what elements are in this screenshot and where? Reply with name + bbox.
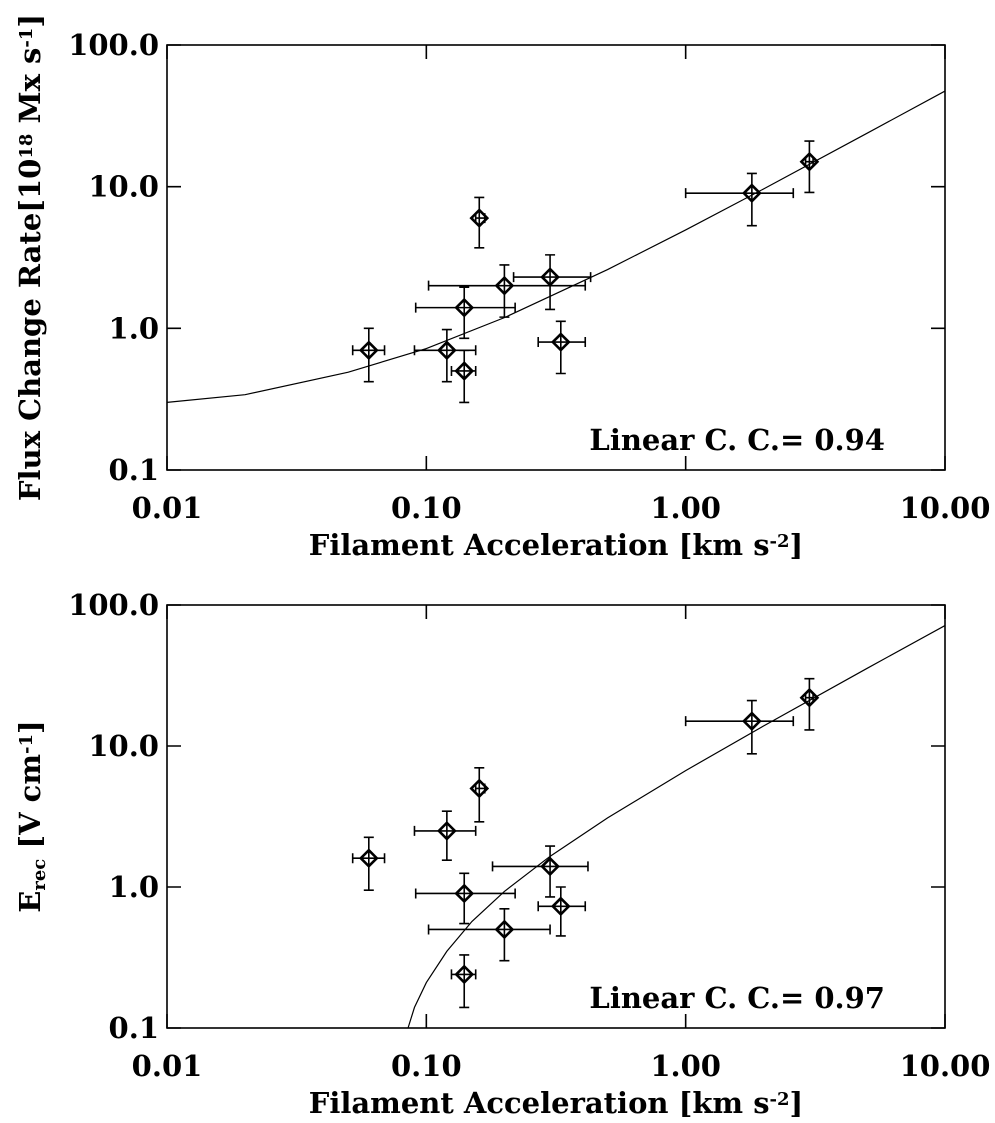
label-part: [V cm [13,754,47,859]
data-point [742,183,762,203]
data-point [437,821,457,841]
data-point [540,856,560,877]
fit-line [166,90,946,404]
label-part: -1 [16,734,37,754]
label-part: ] [790,528,804,562]
data-point [494,919,515,940]
fit-line [407,625,946,1029]
plot-frame [166,604,946,1029]
y-error-bar [363,327,374,383]
data-point [540,267,560,287]
data-point [454,883,475,904]
x-error-bar [512,272,592,283]
y-error-bar [555,320,566,375]
label-part: -2 [770,1089,790,1110]
x-error-bar [684,716,795,727]
x-error-bar [414,888,516,899]
data-point [494,275,515,296]
y-tick-label: 1.0 [109,311,159,345]
y-error-bar [804,140,815,194]
x-tick-label: 0.10 [391,491,462,525]
y-error-bar [545,845,556,898]
label-part: rec [29,859,50,891]
y-error-bar [474,196,485,249]
data-point [742,711,762,732]
label-part: Filament Acceleration [km s [309,528,770,562]
chart-panel: 0.01 0.10 1.00 10.00 0.1 1.0 10.0 100.0 Filament… [13,14,990,562]
annotation: Linear C. C.= 0.94 [589,423,885,457]
y-error-bar [459,286,470,340]
y-error-bar [555,886,566,937]
x-tick-label: 10.00 [900,491,991,525]
data-point [469,208,490,228]
y-tick-label: 0.1 [109,1011,159,1045]
axis-label: Filament Acceleration [km s-2] [309,1086,804,1120]
data-point [454,361,475,381]
data-point [799,687,820,708]
y-error-bar [459,349,470,404]
annotation: Linear C. C.= 0.97 [589,981,885,1015]
y-tick-label: 0.1 [109,453,159,487]
axis-label: Erec [V cm-1] [13,720,50,913]
label-part: ] [790,1086,804,1120]
x-tick-label: 0.01 [132,491,203,525]
y-error-bar [746,699,757,755]
data-point [454,297,475,318]
data-point [469,778,490,799]
label-part: -1 [16,28,37,48]
data-point [358,848,379,869]
label-part: -2 [770,531,790,552]
x-error-bar [684,188,795,199]
x-tick-label: 0.01 [132,1049,203,1083]
x-tick-label: 1.00 [650,491,721,525]
x-tick-label: 10.00 [900,1049,991,1083]
y-error-bar [441,328,452,383]
label-part: Filament Acceleration [km s [309,1086,770,1120]
y-tick-label: 1.0 [109,870,159,904]
y-tick-label: 10.0 [88,729,159,763]
data-point [437,340,457,361]
x-error-bar [413,825,477,836]
y-error-bar [441,810,452,861]
y-error-bar [545,254,556,311]
label-part: 18 [16,134,37,159]
data-point [454,964,475,985]
label-part: E [13,891,47,913]
axis-label: Filament Acceleration [km s-2] [309,528,804,562]
x-tick-label: 1.00 [650,1049,721,1083]
y-error-bar [459,872,470,925]
chart-panel: 0.01 0.10 1.00 10.00 0.1 1.0 10.0 100.0 Filament… [13,588,990,1120]
data-point [550,896,571,917]
x-error-bar [427,280,587,291]
y-error-bar [363,836,374,891]
label-part: Flux Change Rate[10 [13,159,47,501]
x-error-bar [537,337,587,348]
label-part: Mx s [13,48,47,134]
axis-label: Flux Change Rate[1018 Mx s-1] [13,14,47,501]
y-error-bar [499,908,510,962]
x-tick-label: 0.10 [391,1049,462,1083]
y-tick-label: 100.0 [68,28,159,62]
x-error-bar [414,302,516,313]
x-error-bar [537,901,587,912]
data-point [550,332,571,352]
x-error-bar [427,924,551,935]
label-part: ] [13,14,47,28]
label-part: ] [13,720,47,734]
data-point [358,340,379,361]
y-tick-label: 10.0 [88,170,159,204]
plot-frame [166,44,946,471]
data-point [799,151,820,172]
y-tick-label: 100.0 [68,588,159,622]
